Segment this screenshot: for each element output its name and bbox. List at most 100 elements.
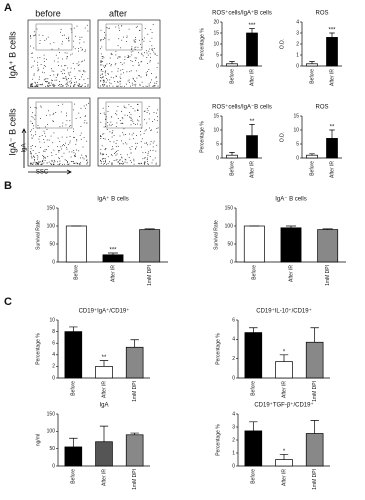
flow-dot (69, 125, 70, 127)
y-tick-label: 15 (293, 113, 299, 119)
flow-dot (144, 157, 145, 159)
flow-dot (107, 28, 109, 30)
flow-dot (151, 32, 153, 33)
flow-dot (132, 65, 134, 67)
flow-dot (32, 117, 34, 119)
flow-dot (144, 130, 146, 132)
flow-gate (105, 23, 143, 51)
chart-title: ROS (315, 105, 328, 111)
flow-dot (141, 54, 143, 55)
flow-dot (78, 83, 80, 85)
x-tick-label: Before (71, 381, 77, 396)
flow-dot (103, 112, 105, 114)
flow-dot (137, 104, 138, 105)
flow-dot (138, 120, 140, 122)
flow-dot (85, 49, 86, 51)
flow-dot (155, 77, 157, 79)
y-axis-label: Percentage % (215, 424, 221, 456)
flow-row-label: IgA⁻ B cells (7, 108, 17, 156)
flow-dot (120, 62, 122, 63)
flow-dot (51, 79, 52, 81)
flow-dot (40, 118, 41, 119)
flow-dot (101, 145, 103, 147)
y-tick-label: 5 (296, 141, 299, 147)
flow-dot (81, 36, 83, 38)
flow-dot (144, 157, 146, 159)
flow-dot (57, 146, 58, 147)
flow-dot (114, 153, 115, 154)
flow-dot (66, 115, 67, 117)
error-bar (229, 152, 235, 156)
flow-dot (122, 143, 124, 145)
flow-dot (30, 106, 31, 108)
flow-dot (43, 72, 45, 74)
flow-dot (40, 84, 42, 86)
flow-dot (46, 58, 47, 60)
flow-dot (76, 140, 78, 142)
flow-dot (53, 160, 55, 161)
flow-dot (109, 141, 111, 142)
flow-dot (31, 86, 33, 87)
flow-dot (147, 85, 149, 87)
flow-dot (151, 79, 152, 81)
flow-dot (105, 64, 106, 66)
flow-dot (101, 57, 103, 59)
flow-dot (83, 158, 85, 160)
flow-dot (117, 85, 119, 87)
flow-dot (63, 152, 65, 154)
flow-dot (53, 163, 55, 165)
flow-dot (116, 159, 118, 161)
flow-dot (135, 142, 137, 144)
flow-dot (126, 154, 128, 156)
flow-dot (75, 118, 77, 119)
flow-dot (73, 162, 74, 164)
y-tick-label: 8 (52, 329, 55, 335)
flow-dot (147, 164, 149, 165)
flow-dot (30, 151, 31, 152)
y-tick-label: 4 (296, 19, 299, 25)
flow-dot (114, 81, 116, 82)
flow-dot (157, 62, 159, 64)
flow-dot (44, 149, 46, 151)
flow-dot (59, 126, 61, 128)
flow-dot (138, 52, 139, 54)
flow-dot (36, 107, 37, 109)
flow-dot (42, 155, 44, 156)
flow-dot (71, 82, 72, 83)
flow-dot (109, 161, 110, 163)
flow-dot (105, 34, 107, 36)
flow-dot (117, 150, 119, 151)
flow-dot (45, 85, 46, 87)
flow-dot (111, 155, 113, 157)
flow-dot (137, 103, 139, 105)
flow-dot (130, 152, 132, 154)
flow-dot (153, 112, 155, 113)
y-axis-label: Percentage % (199, 121, 205, 153)
error-bar (99, 425, 109, 442)
flow-dot (39, 43, 41, 44)
flow-dot (79, 164, 81, 165)
flow-dot (35, 34, 36, 36)
flow-dot (129, 116, 130, 118)
flow-dot (104, 138, 106, 140)
flow-dot (33, 35, 35, 37)
flow-dot (127, 114, 128, 116)
flow-dot (75, 78, 76, 79)
flow-dot (110, 154, 112, 155)
flow-dot (105, 148, 106, 150)
panel-label: C (4, 296, 12, 308)
flow-dot (101, 161, 102, 163)
significance: *** (328, 28, 336, 34)
flow-dot (119, 83, 121, 85)
flow-dot (45, 135, 46, 137)
flow-dot (70, 80, 72, 82)
flow-dot (33, 135, 34, 137)
bar (64, 331, 83, 379)
flow-dot (100, 60, 102, 62)
chart-title: IgA⁻ B cells (275, 197, 307, 203)
x-tick-label: After IR (281, 469, 287, 486)
flow-dot (73, 86, 74, 87)
flow-dot (52, 80, 53, 81)
bar (139, 229, 161, 263)
y-tick-label: 4 (232, 411, 235, 417)
